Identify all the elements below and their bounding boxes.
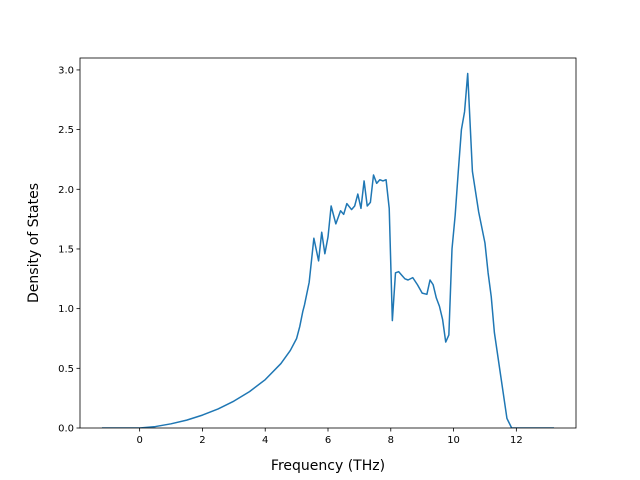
y-axis: 0.0 0.5 1.0 1.5 2.0 2.5 3.0: [58, 65, 80, 435]
x-tick-label: 4: [262, 435, 268, 446]
y-tick-label: 0.0: [58, 424, 74, 435]
x-axis-label: Frequency (THz): [271, 458, 385, 474]
y-tick-label: 0.5: [58, 364, 74, 375]
x-tick-label: 2: [199, 435, 205, 446]
y-tick-label: 1.5: [58, 244, 74, 255]
plot-area: [80, 58, 576, 428]
y-tick-label: 1.0: [58, 304, 74, 315]
dos-line-0: [101, 72, 555, 428]
x-tick-label: 12: [510, 435, 523, 446]
y-tick-label: 3.0: [58, 65, 74, 76]
x-axis: 0 2 4 6 8 10 12: [136, 428, 523, 446]
y-tick-label: 2.5: [58, 125, 74, 136]
series-layer: [101, 72, 555, 428]
x-tick-label: 8: [388, 435, 394, 446]
x-tick-label: 0: [136, 435, 142, 446]
y-axis-label: Density of States: [26, 183, 42, 303]
x-tick-label: 10: [447, 435, 460, 446]
x-tick-label: 6: [325, 435, 331, 446]
y-tick-label: 2.0: [58, 185, 74, 196]
